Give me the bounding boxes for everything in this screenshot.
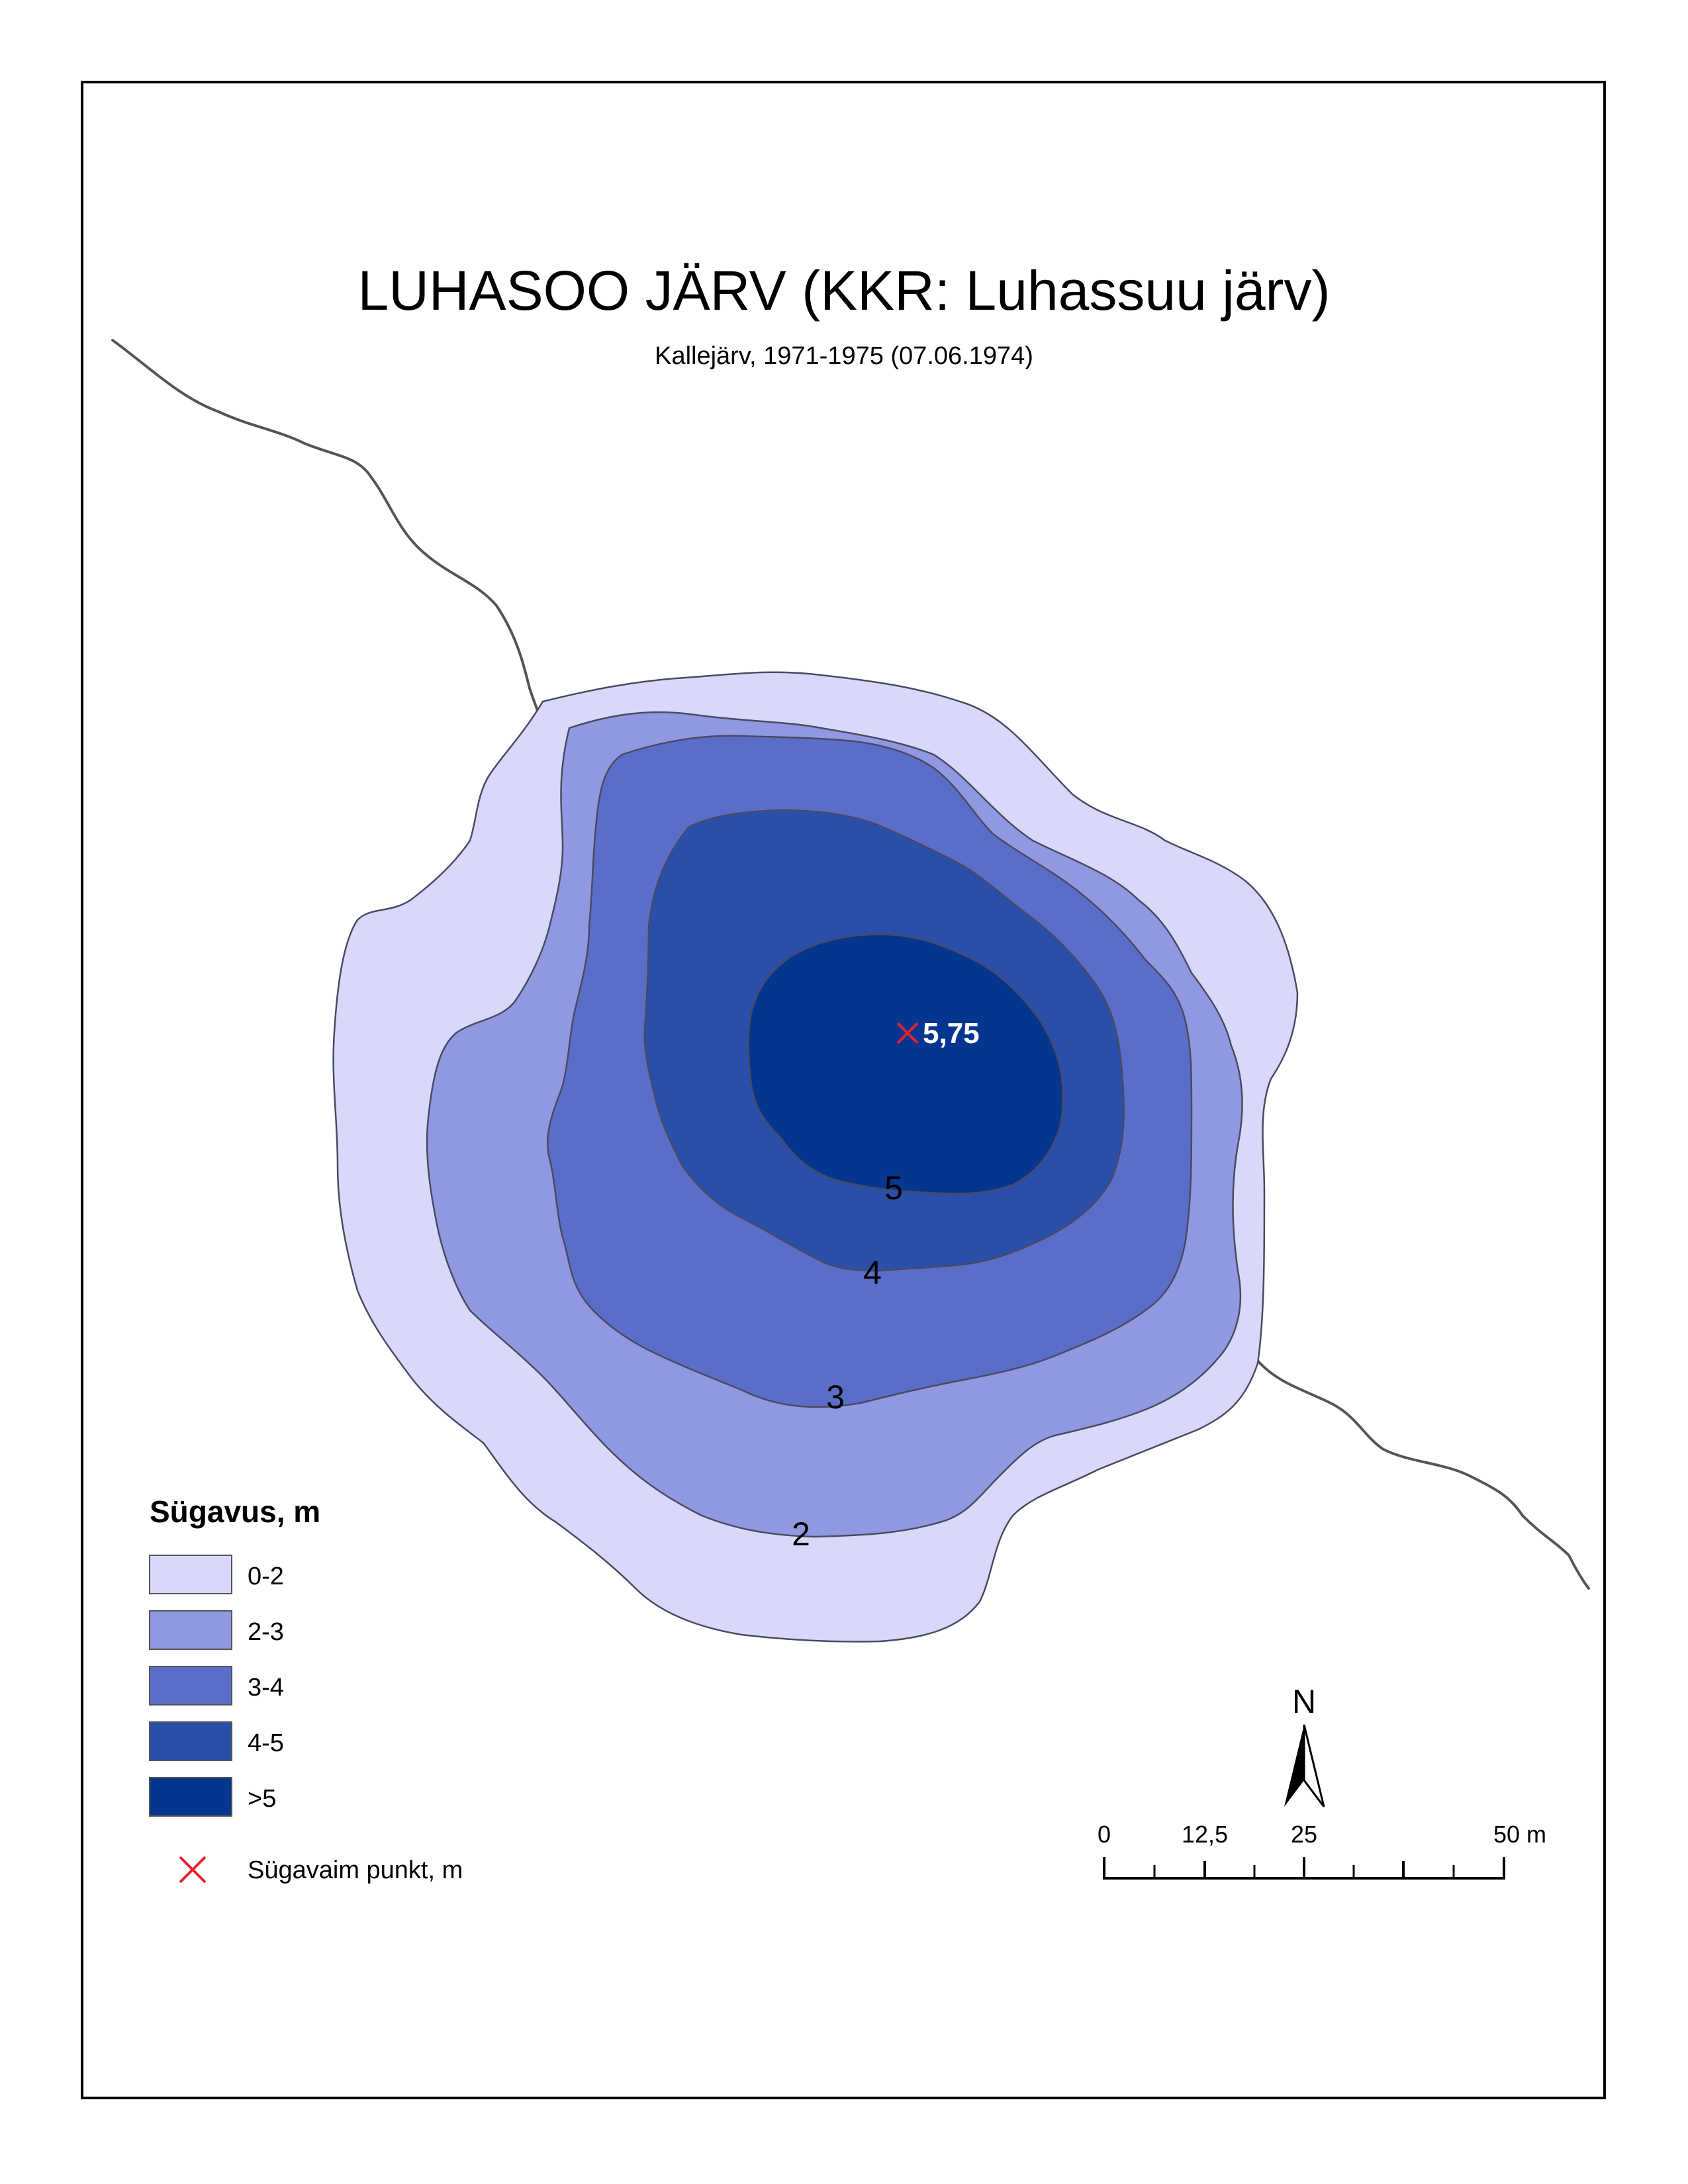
contour-label-3: 3 <box>826 1379 845 1416</box>
outflow-stream <box>1256 1359 1590 1590</box>
legend-cross-mark-icon <box>179 1856 207 1884</box>
scale-label-50-m: 50 m <box>1493 1821 1546 1848</box>
legend-label-4-5: 4-5 <box>248 1729 284 1757</box>
legend-label-deepest-point: Sügavaim punkt, m <box>248 1856 463 1884</box>
scale-label-12-5: 12,5 <box>1182 1821 1228 1848</box>
cross-mark-icon <box>896 1022 919 1044</box>
legend-swatch-gt5 <box>149 1777 232 1817</box>
deepest-point-marker <box>896 1022 919 1044</box>
inflow-stream <box>111 339 545 729</box>
legend-title: Sügavus, m <box>150 1494 320 1529</box>
legend-swatch-2-3 <box>149 1610 232 1650</box>
north-label: N <box>1292 1683 1316 1720</box>
legend-label-3-4: 3-4 <box>248 1674 284 1702</box>
depth-zone-gt5 <box>747 933 1064 1195</box>
legend-swatch-0-2 <box>149 1555 232 1594</box>
legend-label-2-3: 2-3 <box>248 1618 284 1646</box>
map-frame <box>81 81 1606 2099</box>
north-arrow: N <box>1284 1683 1325 1807</box>
scale-label-25: 25 <box>1291 1821 1317 1848</box>
north-arrow-icon <box>1303 1724 1325 1807</box>
north-arrow-icon <box>1284 1725 1304 1807</box>
deepest-point-value: 5,75 <box>923 1017 980 1050</box>
legend-swatch-4-5 <box>149 1721 232 1761</box>
scale-bar: 0 12,5 25 50 m <box>1098 1821 1546 1880</box>
legend-label-0-2: 0-2 <box>248 1563 284 1590</box>
legend: Sügavus, m 0-2 2-3 3-4 4-5 >5 Sügavaim p… <box>149 1494 463 1884</box>
contour-label-2: 2 <box>792 1516 810 1553</box>
legend-label-gt5: >5 <box>248 1785 276 1813</box>
contour-label-5: 5 <box>884 1169 903 1206</box>
scale-label-0: 0 <box>1098 1821 1111 1848</box>
legend-swatch-3-4 <box>149 1666 232 1706</box>
map-title: LUHASOO JÄRV (KKR: Luhassuu järv) <box>358 259 1331 322</box>
contour-label-4: 4 <box>863 1254 882 1291</box>
map-subtitle: Kallejärv, 1971-1975 (07.06.1974) <box>655 342 1033 370</box>
